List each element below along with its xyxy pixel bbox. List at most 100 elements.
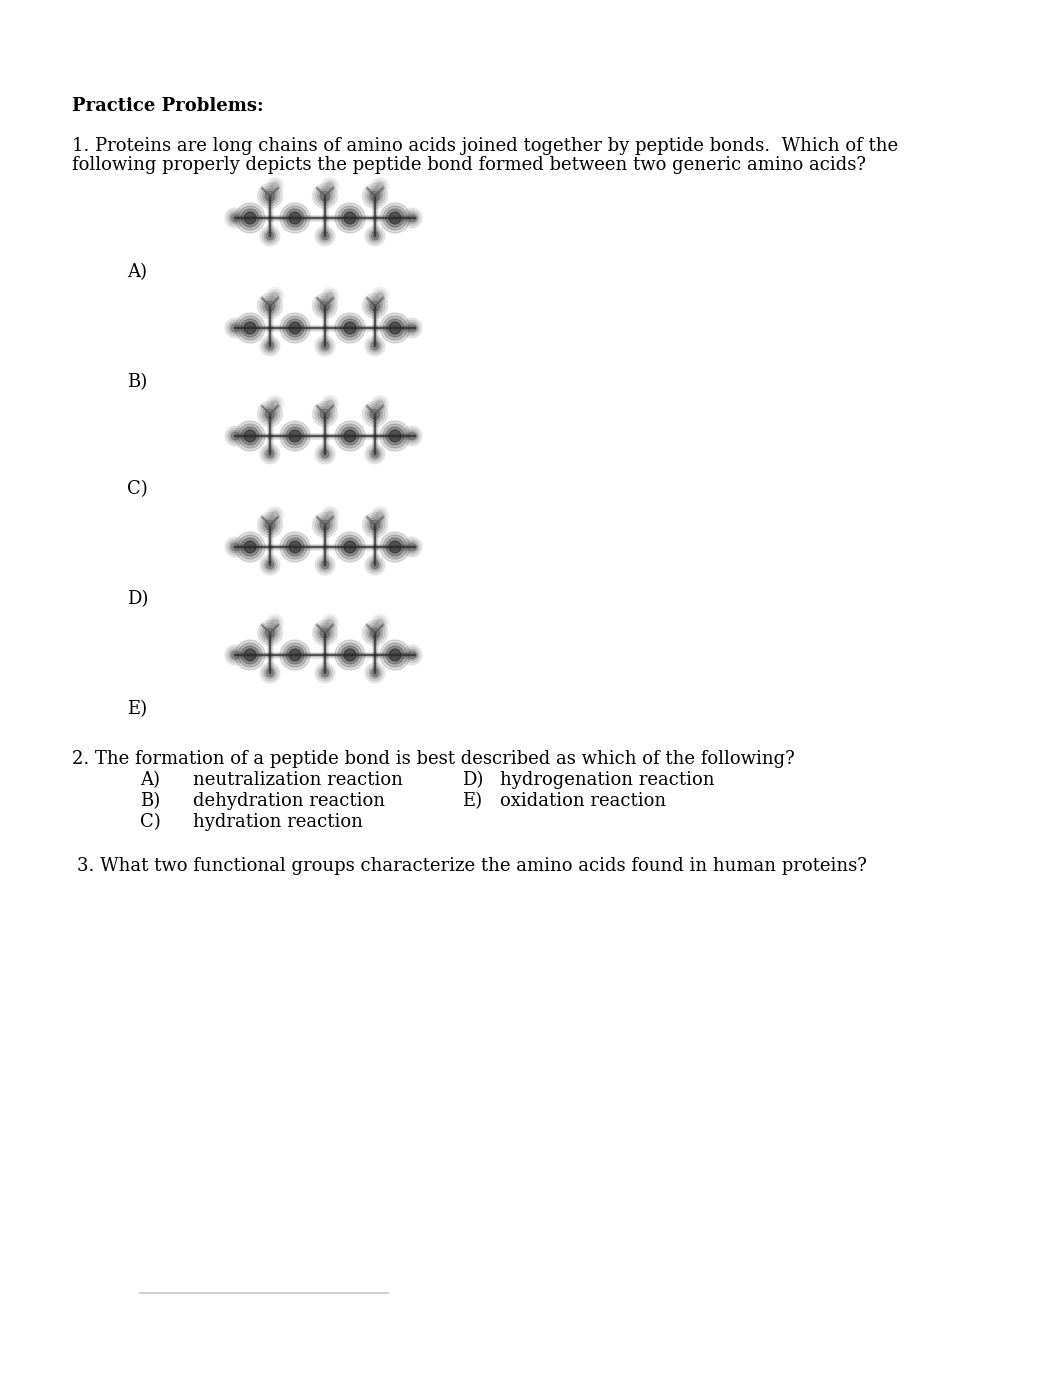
Circle shape [312,621,338,646]
Circle shape [267,507,284,523]
Text: 2. The formation of a peptide bond is best described as which of the following?: 2. The formation of a peptide bond is be… [72,750,794,768]
Circle shape [325,291,336,302]
Circle shape [321,614,339,632]
Circle shape [266,450,274,459]
Circle shape [321,669,329,677]
Circle shape [380,532,410,562]
Circle shape [229,649,241,661]
Circle shape [380,421,410,452]
Circle shape [402,644,422,665]
Circle shape [272,292,278,300]
Circle shape [229,212,241,224]
Circle shape [373,179,387,193]
Circle shape [227,428,243,443]
Circle shape [232,651,239,660]
Circle shape [312,183,338,208]
Circle shape [325,509,336,521]
Circle shape [270,180,280,191]
Circle shape [289,322,301,335]
Circle shape [266,560,274,569]
Circle shape [235,202,266,233]
Circle shape [260,622,280,643]
Text: E): E) [462,792,482,810]
Circle shape [229,541,241,554]
Circle shape [386,319,404,337]
Circle shape [270,618,280,628]
Text: C): C) [140,812,160,830]
Circle shape [362,183,388,208]
Circle shape [406,212,418,224]
Circle shape [272,620,278,627]
Text: A): A) [140,771,160,789]
Circle shape [312,512,338,537]
Circle shape [367,518,382,533]
Circle shape [266,521,275,530]
Circle shape [267,178,284,194]
Circle shape [377,401,383,408]
Circle shape [318,625,332,640]
Circle shape [315,622,335,643]
Circle shape [383,643,407,666]
Circle shape [326,511,333,519]
Circle shape [320,521,330,530]
Circle shape [316,229,333,244]
Circle shape [238,643,262,666]
Circle shape [286,209,304,227]
Circle shape [229,430,241,442]
Circle shape [264,559,276,571]
Circle shape [325,180,336,191]
Circle shape [323,616,337,631]
Circle shape [315,662,335,683]
Circle shape [319,230,331,242]
Circle shape [365,622,386,643]
Circle shape [235,640,266,671]
Circle shape [321,341,329,350]
Circle shape [335,532,365,562]
Circle shape [389,322,401,335]
Circle shape [344,649,356,661]
Circle shape [326,620,333,627]
Circle shape [268,289,282,303]
Circle shape [367,229,383,244]
Circle shape [383,207,407,230]
Circle shape [404,647,419,662]
Circle shape [389,430,401,442]
Circle shape [404,211,419,226]
Text: neutralization reaction: neutralization reaction [193,771,402,789]
Circle shape [367,625,382,640]
Circle shape [365,296,386,315]
Circle shape [389,541,401,554]
Circle shape [380,313,410,343]
Circle shape [266,231,274,240]
Circle shape [260,403,280,424]
Circle shape [341,646,359,664]
Text: hydrogenation reaction: hydrogenation reaction [500,771,715,789]
Text: B): B) [140,792,160,810]
Circle shape [372,288,389,304]
Circle shape [367,299,382,314]
Circle shape [386,427,404,445]
Circle shape [232,432,239,441]
Circle shape [335,313,365,343]
Circle shape [244,541,256,554]
Circle shape [241,319,259,337]
Circle shape [335,640,365,671]
Circle shape [286,319,304,337]
Circle shape [365,226,386,246]
Circle shape [260,555,280,576]
Circle shape [341,427,359,445]
Circle shape [369,559,381,571]
Circle shape [318,189,332,204]
Circle shape [257,402,282,427]
Text: D): D) [462,771,483,789]
Circle shape [264,448,276,460]
Circle shape [319,340,331,353]
Circle shape [268,397,282,410]
Circle shape [402,208,422,229]
Circle shape [241,646,259,664]
Circle shape [408,213,416,222]
Circle shape [286,646,304,664]
Circle shape [406,649,418,661]
Circle shape [365,403,386,424]
Circle shape [370,628,380,638]
